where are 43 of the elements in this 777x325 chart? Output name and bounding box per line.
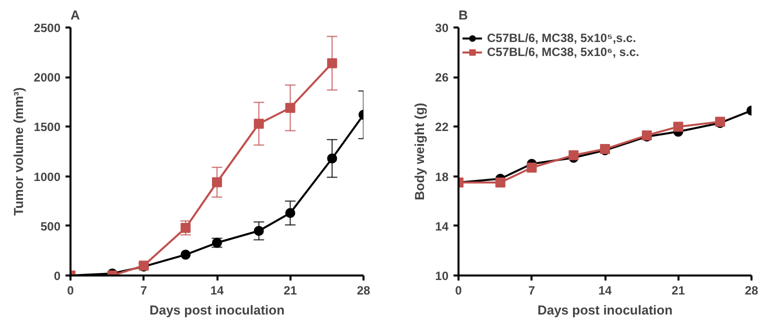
y-axis-title: Body weight (g) [412,102,428,200]
x-tick-label: 21 [284,284,298,298]
y-axis-title: Tumor volume (mm³) [10,87,26,216]
y-tick-label: 26 [435,70,449,85]
chart-title: A [70,8,80,22]
x-tick-label: 21 [672,284,686,298]
point [327,153,338,164]
x-tick-label: 14 [210,284,224,298]
point [254,226,264,236]
point [180,250,191,260]
y-tick-label: 500 [40,219,61,234]
point [212,177,222,188]
chart-title: B [458,8,468,22]
point [526,162,537,173]
point [568,150,579,160]
x-tick-label: 7 [528,284,536,298]
point [180,222,191,233]
y-tick-label: 14 [435,219,449,234]
legend-label: C57BL/6, MC38, 5x10⁵,s.c. [487,31,636,45]
x-tick-label: 28 [356,284,370,298]
point [285,102,296,113]
x-axis-title: Days post inoculation [149,302,285,318]
point [285,208,296,218]
legend-label: C57BL/6, MC38, 5x10⁶, s.c. [487,45,640,59]
point [327,58,338,68]
x-tick-label: 7 [140,284,148,298]
y-tick-label: 1000 [34,170,61,184]
y-tick-label: 18 [435,170,449,184]
point [495,178,506,188]
y-tick-label: 22 [435,120,449,134]
point [673,122,684,132]
y-tick-label: 2000 [34,70,61,85]
y-tick-label: 10 [435,269,449,283]
y-tick-label: 30 [435,21,449,35]
x-tick-label: 14 [598,284,612,298]
y-tick-label: 2500 [34,21,61,35]
point [254,118,264,129]
y-tick-label: 1500 [34,120,61,134]
x-tick-label: 0 [67,284,74,298]
y-tick-label: 0 [54,269,61,283]
x-tick-label: 28 [744,284,758,298]
x-axis-title: Days post inoculation [537,302,673,318]
x-tick-label: 0 [455,284,462,298]
